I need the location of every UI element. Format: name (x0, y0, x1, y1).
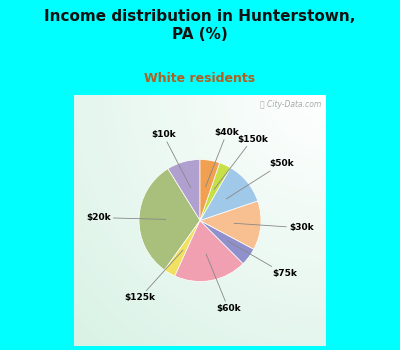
Wedge shape (164, 220, 200, 276)
Text: ⓘ City-Data.com: ⓘ City-Data.com (260, 99, 321, 108)
Wedge shape (168, 160, 200, 220)
Wedge shape (200, 201, 261, 249)
Text: $20k: $20k (86, 213, 166, 222)
Wedge shape (200, 163, 230, 220)
Text: $150k: $150k (214, 134, 268, 189)
Text: $10k: $10k (151, 130, 191, 188)
Wedge shape (200, 160, 220, 220)
Wedge shape (200, 168, 258, 220)
Text: $50k: $50k (226, 159, 294, 199)
Wedge shape (139, 169, 200, 270)
Text: Income distribution in Hunterstown,
PA (%): Income distribution in Hunterstown, PA (… (44, 9, 356, 42)
Text: $125k: $125k (124, 250, 183, 302)
Wedge shape (200, 220, 254, 264)
Text: $30k: $30k (234, 223, 314, 232)
Text: White residents: White residents (144, 72, 256, 85)
Text: $75k: $75k (228, 241, 297, 278)
Text: $60k: $60k (206, 254, 241, 313)
Text: $40k: $40k (206, 128, 239, 187)
Wedge shape (175, 220, 243, 281)
